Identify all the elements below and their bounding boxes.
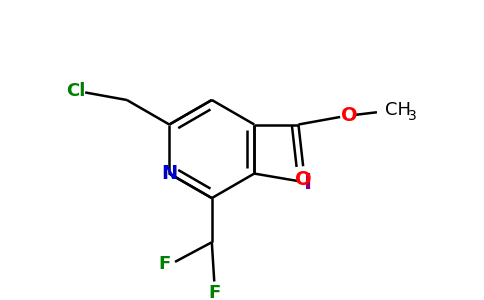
Text: F: F — [159, 255, 171, 273]
Text: CH: CH — [385, 101, 411, 119]
Text: N: N — [161, 164, 178, 183]
Text: O: O — [341, 106, 358, 124]
Text: F: F — [208, 284, 220, 300]
Text: O: O — [295, 170, 312, 189]
Text: Cl: Cl — [66, 82, 85, 100]
Text: 3: 3 — [408, 109, 417, 123]
Text: I: I — [304, 173, 312, 193]
